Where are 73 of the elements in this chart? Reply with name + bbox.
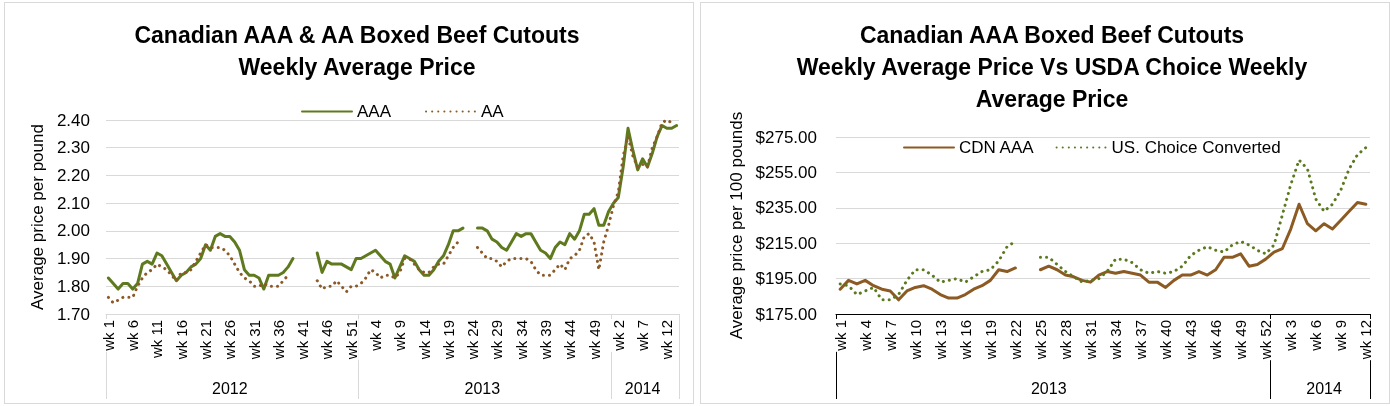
x-tick-label: wk 31: [1081, 320, 1099, 361]
x-tick-label: wk 26: [221, 320, 239, 361]
x-tick-label: wk 1: [831, 320, 849, 352]
x-tick-label: wk 1: [99, 320, 117, 352]
text: 2014: [624, 379, 661, 397]
y-tick-label: 2.20: [56, 165, 90, 185]
y-axis-title: Average price per 100 pounds: [726, 111, 746, 340]
x-tick-label: wk 34: [1107, 320, 1125, 361]
x-tick-label: wk 25: [1031, 320, 1049, 361]
x-tick-label: wk 16: [172, 320, 190, 361]
y-tick-label: 2.40: [56, 110, 90, 130]
x-tick-label: wk 43: [1182, 320, 1200, 361]
x-tick-label: wk 49: [585, 320, 603, 361]
x-tick-label: wk 49: [1232, 320, 1250, 361]
x-tick-label: wk 9: [391, 320, 409, 352]
x-tick-label: wk 39: [536, 320, 554, 361]
x-tick-label: wk 4: [367, 320, 384, 352]
legend-label: AAA: [357, 102, 392, 121]
chart-title: Canadian AAA Boxed Beef Cutouts Weekly Average Price Vs USDA Choice Weekly Average Price: [796, 22, 1308, 112]
y-tick-label: 1.90: [56, 249, 90, 269]
x-tick-label: wk 24: [464, 320, 482, 361]
x-tick-label: wk 19: [439, 320, 457, 361]
x-tick-label: wk 11: [148, 320, 166, 360]
x-tick-label: wk 31: [245, 320, 263, 361]
x-tick-label: wk 46: [318, 320, 336, 361]
x-tick-label: wk 29: [488, 320, 506, 361]
x-tick-label: wk 16: [956, 320, 974, 361]
y-tick-label: 1.80: [56, 276, 90, 296]
x-tick-label: wk 6: [124, 320, 142, 352]
y-tick-label: $175.00: [755, 304, 817, 324]
chart-title: Canadian AAA & AA Boxed Beef Cutouts Weekly Average Price: [134, 22, 580, 80]
x-tick-label: wk 21: [197, 320, 215, 361]
x-tick-label: wk 40: [1157, 320, 1175, 361]
x-tick-label: wk 9: [1332, 320, 1350, 352]
y-tick-label: $195.00: [755, 269, 817, 289]
x-tick-label: wk 2: [609, 320, 627, 352]
x-tick-label: wk 7: [634, 320, 652, 352]
x-tick-label: wk 13: [931, 320, 949, 361]
y-tick-label: 2.30: [56, 138, 90, 158]
x-tick-label: wk 12: [658, 320, 676, 361]
x-tick-label: wk 14: [415, 320, 433, 361]
x-tick-label: wk 19: [981, 320, 999, 361]
x-tick-label: wk 44: [561, 320, 579, 361]
x-tick-label: wk 3: [1282, 320, 1300, 352]
text: 2012: [212, 379, 248, 397]
y-tick-label: $215.00: [755, 233, 817, 253]
text: 2013: [1030, 379, 1067, 397]
y-axis-title: Average price per pound: [28, 124, 48, 310]
x-tick-label: wk 28: [1056, 320, 1074, 361]
y-tick-label: $255.00: [755, 162, 817, 182]
legend-label: US. Choice Converted: [1111, 138, 1281, 157]
x-tick-label: wk 10: [906, 320, 924, 361]
x-tick-label: wk 34: [512, 320, 530, 361]
y-tick-label: 2.10: [56, 193, 90, 213]
x-tick-label: wk 41: [294, 320, 312, 361]
x-tick-label: wk 36: [269, 320, 287, 361]
x-tick-label: wk 52: [1257, 320, 1275, 361]
x-tick-label: wk 12: [1357, 320, 1375, 361]
y-tick-label: $275.00: [755, 127, 817, 147]
x-tick-label: wk 6: [1307, 320, 1325, 352]
y-tick-label: 2.00: [56, 221, 90, 241]
y-tick-label: $235.00: [755, 198, 817, 218]
x-tick-label: wk 7: [881, 320, 899, 352]
x-tick-label: wk 46: [1207, 320, 1225, 361]
x-tick-label: wk 22: [1006, 320, 1024, 361]
text: 2013: [464, 379, 501, 397]
x-tick-label: wk 51: [342, 320, 360, 361]
x-tick-label: wk 37: [1132, 320, 1150, 361]
legend-label: CDN AAA: [959, 138, 1035, 157]
text: 2014: [1306, 379, 1343, 397]
y-tick-label: 1.70: [56, 304, 90, 324]
legend-label: AA: [481, 102, 505, 121]
x-tick-label: wk 4: [856, 320, 874, 352]
